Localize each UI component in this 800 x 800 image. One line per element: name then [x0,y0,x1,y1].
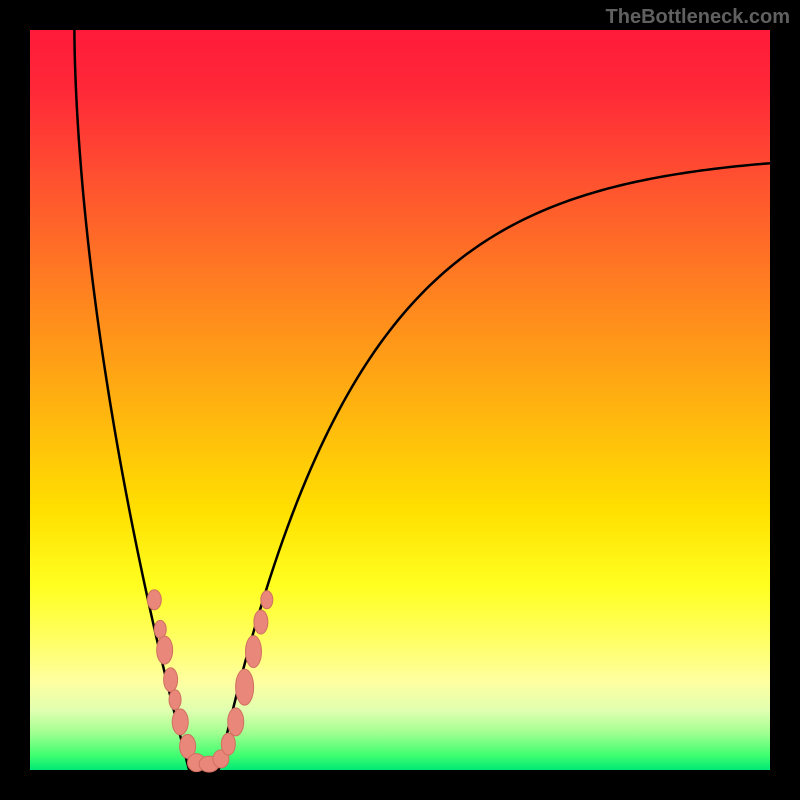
marker-point [236,669,254,705]
marker-point [172,709,188,735]
marker-point [157,636,173,664]
marker-point [245,636,261,668]
marker-point [254,610,268,634]
bottleneck-chart [0,0,800,800]
marker-point [164,668,178,692]
marker-point [228,708,244,736]
watermark-text: TheBottleneck.com [606,6,790,29]
marker-point [221,733,235,755]
marker-point [169,690,181,710]
chart-container: TheBottleneck.com [0,0,800,800]
marker-point [147,590,161,610]
plot-background [30,30,770,770]
marker-point [261,591,273,609]
